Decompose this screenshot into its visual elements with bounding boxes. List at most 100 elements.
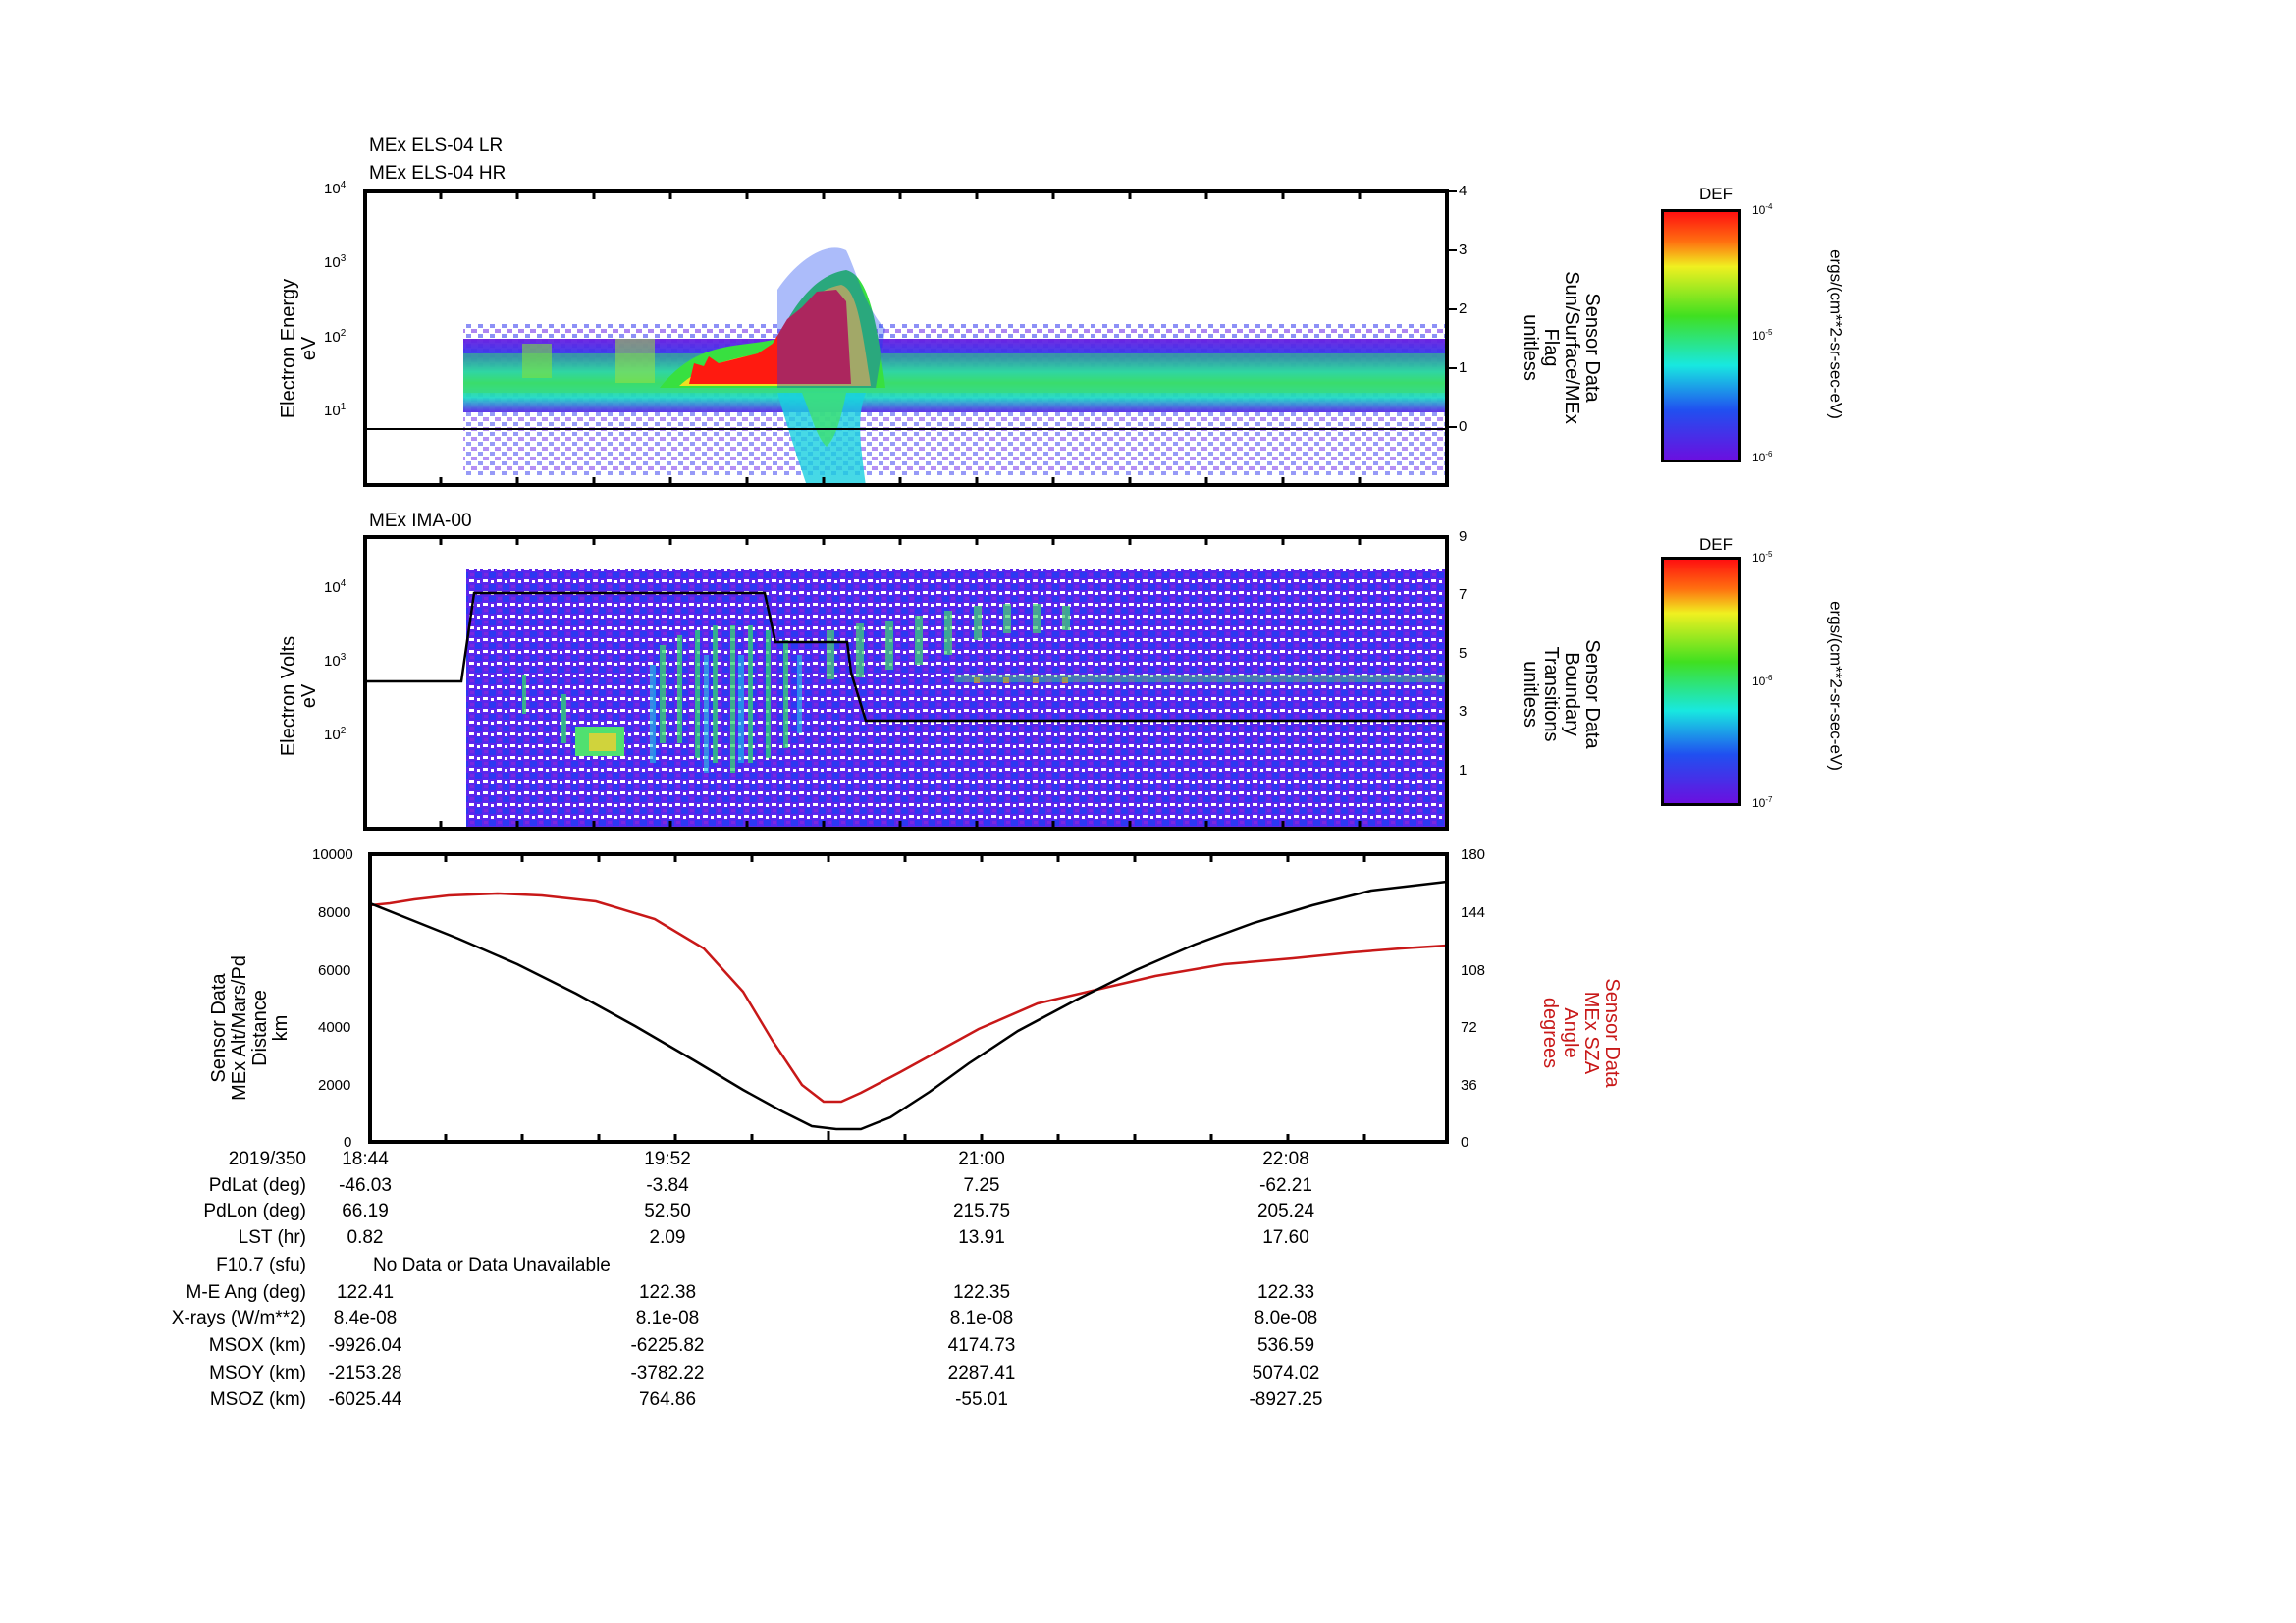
els-rtick-3: 3: [1459, 242, 1468, 258]
cell: -6225.82: [630, 1335, 705, 1356]
orbit-ytick-10000: 10000: [312, 846, 353, 863]
els-rlabel-4: unitless: [1520, 314, 1541, 381]
f107-note: No Data or Data Unavailable: [373, 1255, 611, 1275]
ima-rtick-7: 7: [1459, 586, 1468, 603]
altitude-series: [369, 880, 1448, 1131]
orbit-rtick-144: 144: [1461, 904, 1486, 921]
cell: 8.1e-08: [949, 1308, 1014, 1328]
table-date: 2019/350: [228, 1149, 306, 1169]
orbit-y-axis-label: Sensor Data MEx Alt/Mars/Pd Distance km: [208, 900, 292, 1156]
els-colorbar-min: 10-6: [1752, 450, 1773, 464]
els-title-lr: MEx ELS-04 LR: [369, 135, 504, 156]
ima-ytick-1e2: 102: [324, 726, 347, 743]
orbit-rlabel-4: degrees: [1539, 997, 1561, 1069]
ima-colorbar-min: 10-7: [1752, 795, 1773, 810]
cell: 7.25: [963, 1175, 1000, 1196]
ima-title: MEx IMA-00: [369, 511, 472, 531]
cell: 8.0e-08: [1254, 1308, 1318, 1328]
orbit-ylabel-3: Distance: [249, 990, 271, 1066]
row-label-pdlon: PdLon (deg): [203, 1201, 306, 1221]
cell: -2153.28: [328, 1363, 402, 1383]
row-label-msox: MSOX (km): [208, 1335, 306, 1356]
time-3: 22:08: [1262, 1149, 1309, 1169]
time-2: 21:00: [958, 1149, 1005, 1169]
els-rlabel-1: Sensor Data: [1581, 293, 1603, 403]
els-colorbar-max: 10-4: [1752, 202, 1773, 217]
cell: 66.19: [342, 1201, 389, 1221]
els-ytick-1e4: 104: [324, 180, 347, 197]
ima-rtick-9: 9: [1459, 528, 1468, 545]
ima-rlabel-1: Sensor Data: [1581, 639, 1603, 749]
els-rtick-1: 1: [1459, 359, 1468, 376]
els-colorbar: [1661, 209, 1741, 462]
ima-y-axis-label: Electron Volts eV: [278, 568, 320, 824]
cell: -9926.04: [328, 1335, 402, 1356]
cell: 17.60: [1262, 1227, 1309, 1248]
els-ytick-1e2: 102: [324, 328, 347, 346]
ima-ytick-1e4: 104: [324, 578, 347, 596]
row-label-f107: F10.7 (sfu): [216, 1255, 306, 1275]
ima-rlabel-3: Transitions: [1540, 646, 1562, 742]
orbit-rtick-36: 36: [1461, 1077, 1477, 1094]
els-spectrogram: [363, 189, 1457, 487]
els-rlabel-3: Flag: [1540, 328, 1562, 367]
ima-right-axis-label: Sensor Data Boundary Transitions unitles…: [1520, 576, 1603, 812]
row-label-xrays: X-rays (W/m**2): [171, 1308, 306, 1328]
cell: 2.09: [649, 1227, 686, 1248]
cell: -8927.25: [1249, 1389, 1323, 1410]
cell: -6025.44: [328, 1389, 402, 1410]
cell: 122.35: [952, 1282, 1011, 1303]
els-rtick-4: 4: [1459, 183, 1468, 199]
orbit-line-chart: [368, 852, 1449, 1144]
orbit-ylabel-4: km: [270, 1014, 292, 1042]
time-0: 18:44: [342, 1149, 389, 1169]
orbit-rlabel-1: Sensor Data: [1601, 978, 1623, 1088]
sza-series: [369, 892, 1448, 1104]
els-ytick-1e1: 101: [324, 402, 347, 419]
ima-spectrogram: [363, 535, 1449, 831]
els-colorbar-unit: ergs/(cm**2-sr-sec-eV): [1826, 249, 1845, 419]
orbit-ytick-0: 0: [344, 1134, 352, 1151]
cell: -3.84: [646, 1175, 689, 1196]
orbit-rlabel-2: MEx SZA: [1580, 991, 1602, 1075]
els-rtick-2: 2: [1459, 300, 1468, 317]
orbit-rlabel-3: Angle: [1560, 1007, 1581, 1058]
ima-rtick-3: 3: [1459, 703, 1468, 720]
orbit-ytick-4000: 4000: [318, 1019, 351, 1036]
ima-rlabel-2: Boundary: [1561, 652, 1582, 736]
cell: 13.91: [958, 1227, 1005, 1248]
cell: 8.4e-08: [333, 1308, 398, 1328]
els-colorbar-mid: 10-5: [1752, 328, 1773, 343]
orbit-ylabel-1: Sensor Data: [208, 973, 230, 1083]
ima-ytick-1e3: 103: [324, 652, 347, 670]
ima-colorbar-mid: 10-6: [1752, 674, 1773, 688]
cell: 764.86: [638, 1389, 697, 1410]
orbit-ytick-2000: 2000: [318, 1077, 351, 1094]
orbit-ytick-8000: 8000: [318, 904, 351, 921]
ima-rlabel-4: unitless: [1520, 661, 1541, 728]
orbit-rtick-72: 72: [1461, 1019, 1477, 1036]
cell: -46.03: [339, 1175, 392, 1196]
cell: 122.38: [638, 1282, 697, 1303]
cell: 536.59: [1256, 1335, 1315, 1356]
orbit-ylabel-2: MEx Alt/Mars/Pd: [229, 955, 250, 1101]
row-label-msoy: MSOY (km): [209, 1363, 306, 1383]
cell: 122.41: [336, 1282, 395, 1303]
cell: -62.21: [1259, 1175, 1312, 1196]
ima-colorbar-unit: ergs/(cm**2-sr-sec-eV): [1826, 601, 1845, 771]
cell: 122.33: [1256, 1282, 1315, 1303]
row-label-me-ang: M-E Ang (deg): [186, 1282, 307, 1303]
cell: 8.1e-08: [635, 1308, 700, 1328]
row-label-lst: LST (hr): [238, 1227, 306, 1248]
orbit-right-axis-label: Sensor Data MEx SZA Angle degrees: [1539, 915, 1623, 1151]
els-rtick-0: 0: [1459, 418, 1468, 435]
cell: 215.75: [952, 1201, 1011, 1221]
cell: 52.50: [644, 1201, 691, 1221]
els-ytick-1e3: 103: [324, 253, 347, 271]
ima-rtick-5: 5: [1459, 645, 1468, 662]
cell: 205.24: [1256, 1201, 1315, 1221]
cell: -55.01: [955, 1389, 1008, 1410]
cell: 5074.02: [1252, 1363, 1320, 1383]
ima-ylabel-line1: Electron Volts: [278, 635, 299, 757]
ima-colorbar-max: 10-5: [1752, 550, 1773, 565]
